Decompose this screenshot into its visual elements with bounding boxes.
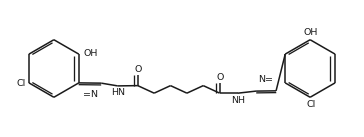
Text: HN: HN — [111, 88, 125, 97]
Text: Cl: Cl — [17, 79, 26, 88]
Text: OH: OH — [83, 49, 98, 58]
Text: NH: NH — [231, 96, 245, 105]
Text: O: O — [135, 65, 142, 74]
Text: Cl: Cl — [306, 100, 316, 109]
Text: =N: =N — [83, 90, 98, 99]
Text: O: O — [217, 72, 224, 82]
Text: N=: N= — [258, 75, 274, 84]
Text: OH: OH — [304, 28, 318, 37]
